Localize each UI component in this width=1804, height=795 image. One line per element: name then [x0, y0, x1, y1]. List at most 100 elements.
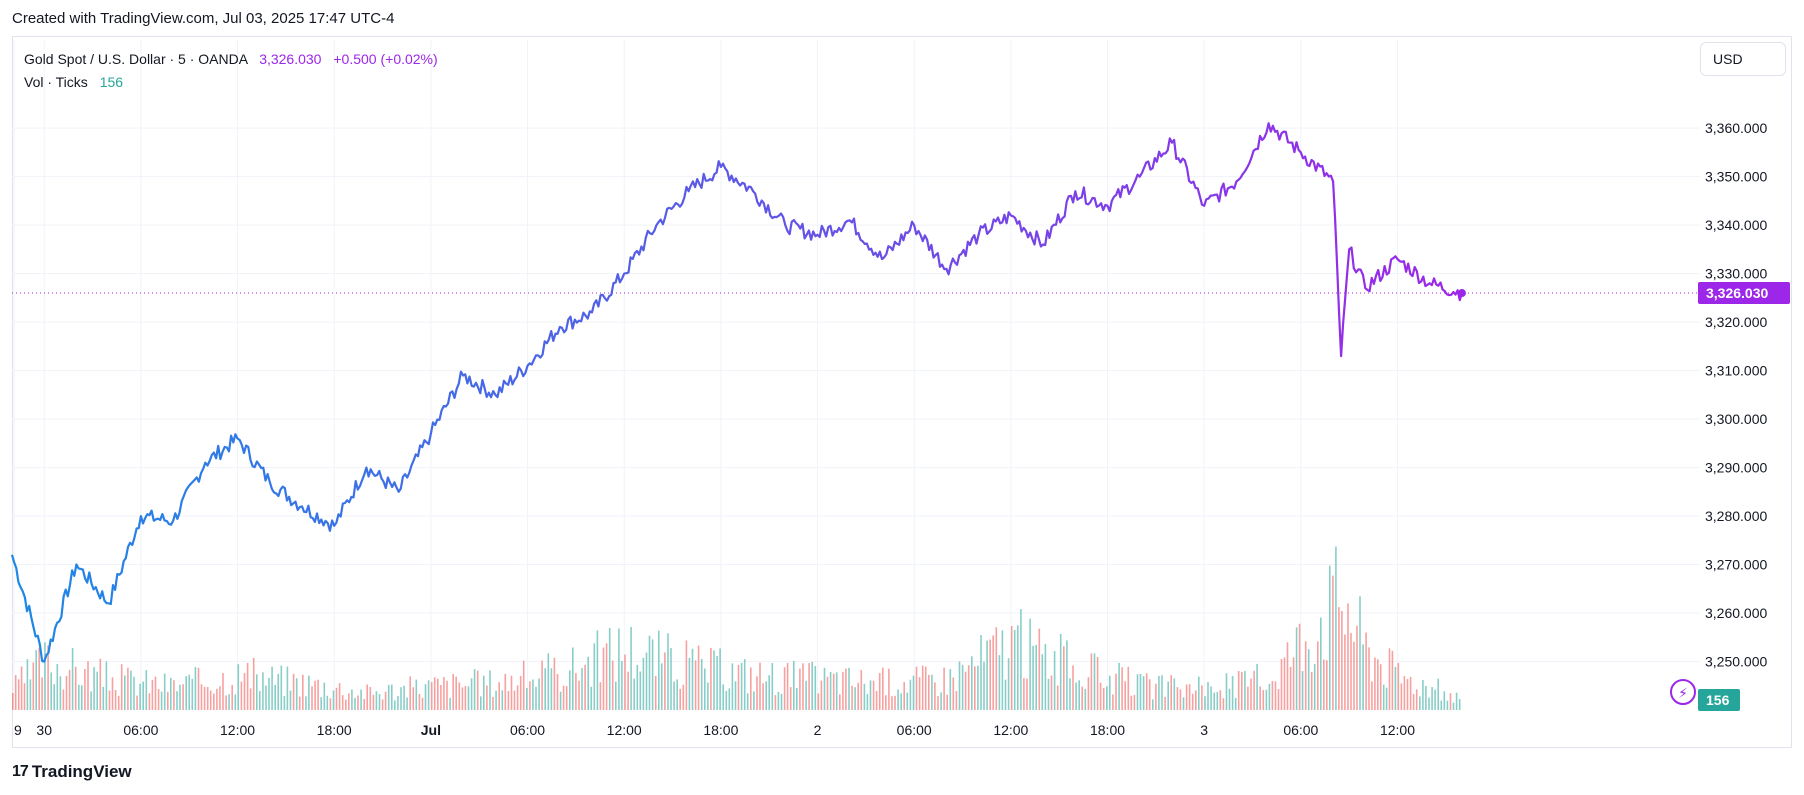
volume-bar — [664, 652, 666, 710]
volume-bar — [786, 662, 789, 710]
price-line — [10, 122, 1463, 663]
volume-bar — [651, 639, 654, 710]
volume-bar — [851, 685, 853, 710]
volume-bar — [513, 690, 516, 710]
volume-bar — [476, 670, 479, 710]
volume-bar — [1298, 623, 1301, 710]
x-tick-label: 12:00 — [220, 722, 255, 738]
chart-legend: Gold Spot / U.S. Dollar · 5 · OANDA 3,32… — [24, 48, 438, 94]
volume-bar — [1093, 653, 1096, 710]
chart-panel[interactable] — [12, 36, 1792, 748]
volume-bar — [900, 693, 902, 710]
volume-bar — [774, 695, 777, 710]
time-axis[interactable]: 9 30 06:00 12:00 18:00 Jul 06:00 12:00 18:00 2 06:… — [14, 722, 1415, 738]
volume-bar — [937, 696, 939, 710]
volume-bar — [492, 696, 494, 710]
volume-bar — [35, 650, 37, 710]
volume-bar — [277, 673, 279, 710]
volume-bar — [756, 676, 758, 710]
volume-bar — [1195, 690, 1197, 710]
volume-row[interactable]: Vol · Ticks 156 — [24, 71, 438, 94]
volume-bar — [532, 679, 534, 710]
volume-bar — [796, 688, 798, 710]
price-axis[interactable]: 3,250.000 3,260.000 3,270.000 3,280.000 3,29… — [1705, 120, 1767, 669]
volume-bar — [581, 668, 583, 710]
volume-bar — [1219, 690, 1222, 710]
volume-bar — [924, 666, 927, 710]
volume-bar — [931, 674, 933, 710]
currency-button[interactable]: USD — [1700, 42, 1786, 76]
volume-bar — [1237, 671, 1240, 710]
volume-bar — [1130, 695, 1133, 710]
volume-bar — [317, 679, 319, 710]
volume-bar — [1069, 678, 1071, 710]
volume-bar — [188, 674, 190, 710]
volume-bar — [746, 693, 749, 710]
volume-bar — [697, 645, 700, 710]
volume-bar — [243, 673, 246, 710]
volume-bar — [1403, 676, 1406, 710]
volume-bar — [700, 658, 703, 710]
volume-bar — [262, 672, 264, 710]
volume-bar — [538, 678, 540, 710]
volume-bar — [777, 691, 780, 710]
volume-bar — [615, 681, 617, 710]
volume-bar — [1136, 674, 1139, 710]
volume-bar — [1142, 676, 1145, 710]
volume-bar — [1304, 641, 1307, 710]
volume-bar — [332, 690, 335, 710]
volume-bar — [1133, 694, 1136, 710]
volume-bar — [1158, 675, 1160, 710]
volume-bar — [1332, 575, 1334, 710]
alert-button[interactable]: ⚡ — [1670, 679, 1696, 705]
volume-bar — [621, 661, 623, 710]
volume-bar — [814, 666, 817, 710]
volume-bar — [584, 664, 586, 710]
volume-bar — [793, 660, 795, 710]
volume-bar — [289, 690, 292, 710]
volume-bar — [1161, 675, 1163, 710]
volume-bar — [535, 686, 537, 710]
volume-bar — [562, 685, 565, 710]
volume-bar — [688, 657, 691, 710]
volume-bar — [1341, 611, 1343, 710]
volume-bar — [685, 640, 688, 710]
volume-bar — [424, 684, 427, 710]
volume-bar — [1032, 645, 1034, 710]
volume-bar — [1167, 681, 1169, 710]
volume-bar — [1096, 657, 1099, 710]
symbol-row[interactable]: Gold Spot / U.S. Dollar · 5 · OANDA 3,32… — [24, 48, 438, 71]
volume-bar — [771, 663, 774, 710]
volume-bar — [1394, 667, 1397, 710]
volume-bar — [452, 674, 454, 710]
volume-bar — [995, 627, 998, 710]
volume-bar — [1437, 678, 1439, 710]
volume-bar — [983, 661, 985, 710]
price-change: +0.500 (+0.02%) — [333, 51, 438, 67]
volume-bar — [1268, 683, 1271, 710]
volume-bar — [81, 685, 83, 710]
volume-bar — [1382, 684, 1385, 710]
volume-bar — [314, 680, 316, 710]
volume-bar — [102, 687, 105, 710]
volume-bar — [596, 630, 599, 710]
volume-bar — [627, 671, 629, 710]
volume-bar — [667, 633, 669, 710]
volume-bar — [802, 663, 804, 710]
volume-bar — [397, 696, 399, 710]
volume-bar — [458, 682, 461, 710]
volume-bar — [1176, 687, 1179, 710]
volume-bar — [578, 680, 580, 710]
volume-bar — [575, 673, 577, 710]
volume-bar — [1371, 681, 1373, 710]
volume-bar — [1323, 659, 1325, 710]
volume-bar — [409, 676, 411, 710]
volume-bar — [1204, 696, 1206, 710]
x-tick-label: 12:00 — [993, 722, 1028, 738]
volume-bar — [710, 647, 712, 710]
volume-bar — [274, 684, 276, 710]
volume-bar — [1063, 646, 1065, 710]
volume-bar — [74, 666, 77, 710]
volume-bar — [335, 687, 338, 710]
